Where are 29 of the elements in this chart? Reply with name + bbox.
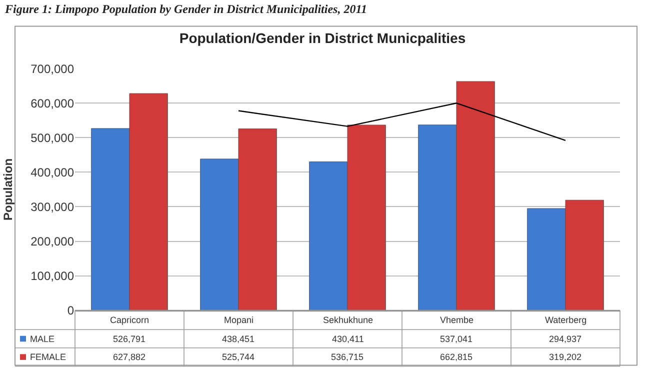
caption: Figure 1: Limpopo Population by Gender in District Municipalities, 2011	[4, 2, 368, 16]
y-tick-label: 400,000	[30, 165, 74, 180]
legend-label: MALE	[30, 334, 55, 344]
x-tick-label: Sekhukhune	[323, 315, 374, 325]
y-tick-label: 0	[67, 304, 74, 318]
chart-title: Population/Gender in District Municpalities	[179, 30, 466, 46]
data-label: 430,411	[332, 334, 364, 344]
data-label: 627,882	[113, 352, 146, 362]
data-label: 319,202	[549, 352, 582, 362]
y-tick-label: 700,000	[30, 62, 74, 76]
x-tick-label: Capricorn	[110, 315, 150, 325]
data-label: 526,791	[113, 334, 146, 344]
y-axis-title: Population	[0, 158, 15, 220]
y-tick-label: 200,000	[30, 234, 74, 248]
x-tick-label: Vhembe	[440, 315, 474, 325]
legend-label: FEMALE	[30, 352, 66, 362]
y-tick-label: 500,000	[30, 130, 74, 145]
data-label: 438,451	[222, 334, 255, 344]
data-label: 536,715	[331, 352, 364, 362]
line-series	[238, 102, 566, 142]
x-tick-label: Waterberg	[545, 315, 587, 325]
y-tick-label: 100,000	[30, 269, 74, 283]
data-label: 537,041	[440, 334, 473, 344]
x-tick-label: Mopani	[224, 315, 254, 325]
data-label: 662,815	[440, 352, 473, 362]
data-label: 294,937	[549, 334, 582, 344]
y-tick-label: 300,000	[30, 200, 74, 214]
data-label: 525,744	[222, 352, 255, 362]
y-tick-label: 600,000	[30, 96, 74, 110]
